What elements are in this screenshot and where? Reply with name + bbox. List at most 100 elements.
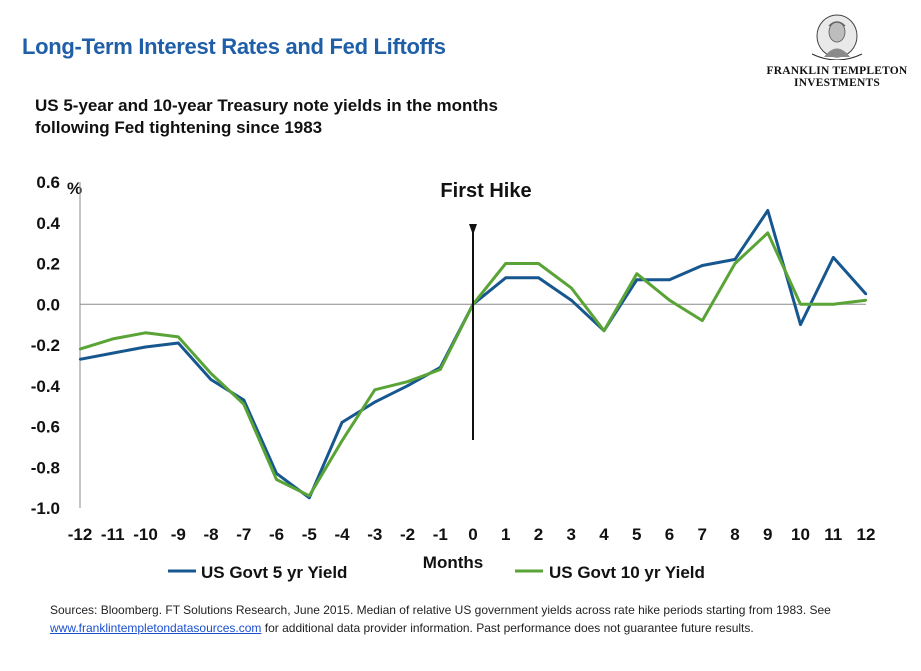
data-point (799, 303, 802, 306)
y-tick-label: -0.8 (31, 458, 60, 477)
data-point (864, 292, 868, 296)
y-tick-label: 0.0 (36, 295, 60, 314)
x-axis-title: Months (423, 553, 483, 572)
data-point (111, 351, 114, 355)
data-point (177, 335, 180, 339)
data-point (701, 264, 704, 267)
data-point (668, 298, 671, 302)
y-tick-label: 0.2 (36, 255, 60, 274)
x-tick-label: 11 (824, 525, 842, 544)
data-point (111, 337, 114, 341)
y-axis-unit-label: % (67, 179, 82, 198)
data-point (308, 496, 311, 500)
legend: US Govt 5 yr Yield US Govt 10 yr Yield (168, 563, 705, 582)
x-tick-label: 12 (857, 525, 876, 544)
x-tick-label: -8 (203, 525, 218, 544)
x-axis-labels: -12 -11 -10 -9 -8 -7 -6 -5 -4 -3 -2 -1 0 1 2 3 4 5 6 7 8 9 10 1… (68, 525, 876, 544)
data-point (242, 398, 245, 402)
x-tick-label: 3 (567, 525, 576, 544)
first-hike-arrow-icon (469, 224, 477, 235)
data-point (701, 319, 704, 322)
data-point (504, 276, 507, 279)
y-tick-label: -1.0 (31, 499, 60, 518)
x-tick-label: 8 (730, 525, 739, 544)
chart-title: Long-Term Interest Rates and Fed Liftoff… (22, 34, 446, 59)
logo-line-2: INVESTMENTS (794, 77, 880, 89)
data-point (570, 298, 573, 302)
x-tick-label: -7 (236, 525, 251, 544)
portrait-emblem-icon (811, 14, 863, 61)
data-point (209, 378, 213, 381)
y-tick-label: -0.4 (31, 377, 61, 396)
data-point (177, 341, 180, 345)
logo-line-1: FRANKLIN TEMPLETON (766, 65, 908, 77)
footnote-text: Sources: Bloomberg. FT Solutions Researc… (50, 603, 831, 617)
data-point (799, 323, 802, 326)
data-point (78, 347, 82, 351)
legend-label-10yr: US Govt 10 yr Yield (549, 563, 705, 582)
legend-label-5yr: US Govt 5 yr Yield (201, 563, 347, 582)
data-point (209, 372, 213, 375)
subtitle-line-1: US 5-year and 10-year Treasury note yiel… (35, 96, 498, 115)
data-point (537, 276, 540, 279)
data-point (275, 478, 278, 481)
data-point (78, 358, 82, 361)
y-tick-label: -0.2 (31, 336, 60, 355)
data-point (832, 303, 835, 306)
x-tick-label: 6 (665, 525, 674, 544)
data-point (504, 262, 507, 265)
data-point (733, 262, 737, 265)
data-point (144, 345, 147, 349)
x-tick-label: -1 (433, 525, 448, 544)
x-tick-label: -4 (334, 525, 350, 544)
data-point (439, 368, 442, 371)
first-hike-annotation: First Hike (440, 180, 531, 202)
x-tick-label: -5 (302, 525, 317, 544)
y-tick-label: -0.6 (31, 418, 60, 437)
x-tick-label: -2 (400, 525, 415, 544)
data-point (832, 256, 835, 259)
data-point (373, 388, 376, 392)
data-point (144, 331, 147, 334)
x-tick-label: 1 (501, 525, 510, 544)
data-point (766, 209, 769, 212)
data-point (406, 380, 409, 383)
data-point (406, 384, 409, 387)
data-point (733, 258, 737, 261)
data-point (340, 421, 344, 424)
data-point (635, 272, 638, 275)
x-tick-label: 9 (763, 525, 772, 544)
source-footnote: Sources: Bloomberg. FT Solutions Researc… (50, 601, 850, 637)
y-axis-labels: 0.6 0.4 0.2 0.0 -0.2 -0.4 -0.6 -0.8 -1.0 (31, 173, 61, 518)
x-tick-label: 2 (534, 525, 543, 544)
x-tick-label: -10 (133, 525, 158, 544)
y-tick-label: 0.6 (36, 173, 60, 192)
data-point (242, 402, 245, 406)
line-chart: 0.6 0.4 0.2 0.0 -0.2 -0.4 -0.6 -0.8 -1.0 % First… (31, 173, 876, 582)
x-tick-label: -12 (68, 525, 93, 544)
data-sources-link[interactable]: www.franklintempletondatasources.com (50, 621, 262, 635)
chart-subtitle: US 5-year and 10-year Treasury note yiel… (35, 95, 595, 139)
data-point (602, 329, 606, 332)
data-point (537, 262, 540, 265)
x-tick-label: -11 (101, 525, 125, 544)
data-point (570, 286, 573, 290)
x-tick-label: 4 (599, 525, 609, 544)
data-point (766, 231, 769, 235)
data-point (340, 439, 344, 442)
subtitle-line-2: following Fed tightening since 1983 (35, 118, 323, 137)
x-tick-label: -6 (269, 525, 284, 544)
data-point (635, 278, 638, 281)
x-tick-label: 5 (632, 525, 641, 544)
x-tick-label: 7 (698, 525, 707, 544)
x-tick-label: 0 (468, 525, 477, 544)
x-tick-label: -9 (171, 525, 186, 544)
footnote-text-end: for additional data provider information… (261, 621, 754, 635)
y-tick-label: 0.4 (36, 214, 60, 233)
x-tick-label: 10 (791, 525, 810, 544)
data-point (668, 278, 671, 281)
data-point (308, 494, 311, 497)
data-point (275, 472, 278, 475)
x-tick-label: -3 (367, 525, 382, 544)
franklin-templeton-logo: FRANKLIN TEMPLETON INVESTMENTS (762, 14, 912, 89)
